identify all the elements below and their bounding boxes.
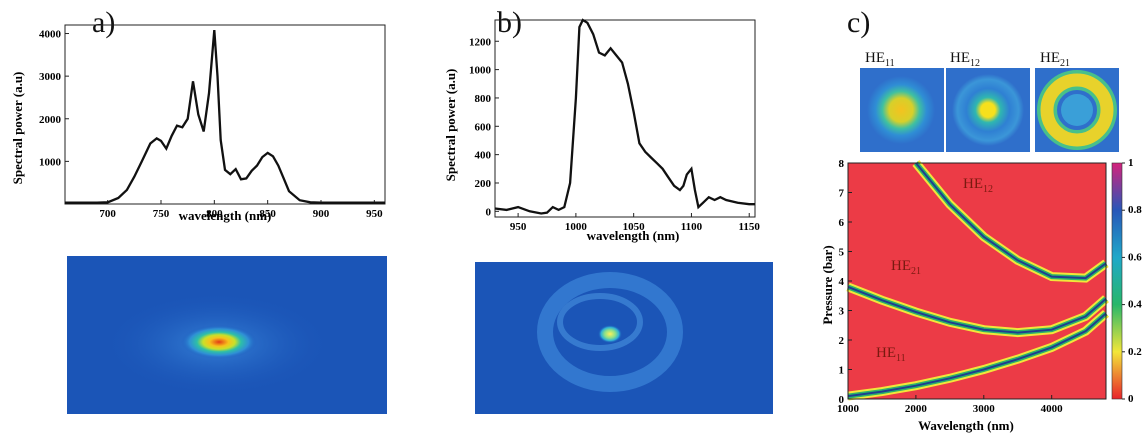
mode-title-he11: HE11 bbox=[865, 50, 895, 69]
map-label-he21: HE21 bbox=[891, 258, 921, 277]
x-tick-label-b: 950 bbox=[510, 221, 527, 233]
spectrum-chart-b: 950 1000 1050 1100 1150 0 200 400 600 800 1000 1200… bbox=[443, 18, 761, 243]
mode-title-he12: HE12 bbox=[950, 50, 980, 69]
y-tick-label-b: 200 bbox=[475, 178, 492, 190]
mode-band-core-HE21 bbox=[847, 285, 1107, 334]
x-axis-title-b: wavelength (nm) bbox=[587, 228, 680, 243]
x-tick-label-b: 1100 bbox=[681, 221, 703, 233]
x-tick-label-a: 850 bbox=[259, 208, 276, 220]
y-tick-label-c: 7 bbox=[839, 188, 845, 200]
x-axis-title-c: Wavelength (nm) bbox=[918, 418, 1014, 433]
y-tick-label-b: 800 bbox=[475, 93, 492, 105]
colorbar-tick-label: 0.4 bbox=[1128, 299, 1142, 311]
x-tick-label-c: 2000 bbox=[905, 403, 928, 415]
colorbar-tick-label: 0.6 bbox=[1128, 251, 1142, 263]
y-axis-title-b: Spectral power (a.u) bbox=[443, 69, 458, 182]
x-tick-label-c: 4000 bbox=[1041, 403, 1064, 415]
colorbar bbox=[1111, 162, 1123, 400]
y-tick-label-b: 1200 bbox=[469, 36, 492, 48]
colorbar-tick-label: 0.2 bbox=[1128, 346, 1142, 358]
beam-profile-a bbox=[67, 256, 387, 414]
spectrum-line-b bbox=[494, 18, 755, 215]
x-tick-label-b: 1150 bbox=[739, 221, 761, 233]
x-tick-label-a: 950 bbox=[366, 208, 383, 220]
mode-band-core-HE11 bbox=[847, 312, 1107, 398]
colorbar-tick-label: 0.8 bbox=[1128, 204, 1142, 216]
panel-label-a: a) bbox=[92, 6, 116, 39]
x-axis-title-a: wavelength (nm) bbox=[179, 208, 272, 223]
y-axis-title-c: Pressure (bar) bbox=[820, 245, 835, 324]
map-label-he11: HE11 bbox=[876, 345, 906, 364]
y-tick-label-b: 600 bbox=[475, 121, 492, 133]
x-tick-label-a: 750 bbox=[153, 208, 170, 220]
y-tick-label-c: 4 bbox=[839, 276, 845, 288]
y-tick-label-a: 1000 bbox=[39, 156, 62, 168]
y-tick-label-c: 1 bbox=[839, 365, 845, 377]
panel-label-b: b) bbox=[497, 6, 522, 39]
beam-profile-b bbox=[475, 262, 773, 414]
mode-image-he21 bbox=[1035, 68, 1119, 152]
x-tick-label-b: 1000 bbox=[565, 221, 588, 233]
y-tick-label-a: 3000 bbox=[39, 71, 62, 83]
mode-image-he12 bbox=[946, 68, 1030, 152]
y-tick-label-a: 4000 bbox=[39, 29, 62, 41]
colorbar-tick-label: 1 bbox=[1128, 157, 1134, 169]
y-tick-label-c: 5 bbox=[839, 247, 845, 259]
x-tick-label-c: 1000 bbox=[837, 403, 860, 415]
y-tick-label-c: 8 bbox=[839, 158, 845, 170]
x-tick-label-a: 700 bbox=[99, 208, 116, 220]
y-tick-label-b: 1000 bbox=[469, 65, 492, 77]
plot-frame-b bbox=[494, 19, 756, 218]
mode-title-he21: HE21 bbox=[1040, 50, 1070, 69]
panel-label-c: c) bbox=[847, 6, 871, 39]
mode-band-core-HE12 bbox=[915, 162, 1107, 280]
spectrum-line-a bbox=[65, 30, 385, 204]
y-axis-title-a: Spectral power (a.u) bbox=[10, 72, 25, 185]
y-tick-label-c: 0 bbox=[839, 394, 845, 406]
y-tick-label-c: 2 bbox=[839, 335, 845, 347]
y-tick-label-c: 3 bbox=[839, 306, 845, 318]
x-tick-label-a: 800 bbox=[206, 208, 223, 220]
dispersion-map-c: 1000 2000 3000 4000 0 1 2 3 4 5 6 7 8 HE12 HE21 HE11… bbox=[820, 157, 1142, 433]
x-tick-label-a: 900 bbox=[313, 208, 330, 220]
y-tick-label-b: 0 bbox=[486, 206, 492, 218]
colorbar-tick-label: 0 bbox=[1128, 393, 1134, 405]
y-tick-label-a: 2000 bbox=[39, 114, 62, 126]
x-tick-label-c: 3000 bbox=[973, 403, 996, 415]
mode-image-he11 bbox=[860, 68, 944, 152]
spectrum-chart-a: 700 750 800 850 900 950 1000 2000 3000 4000 wavel… bbox=[10, 24, 386, 223]
y-tick-label-b: 400 bbox=[475, 150, 492, 162]
y-tick-label-c: 6 bbox=[839, 217, 845, 229]
x-tick-label-b: 1050 bbox=[623, 221, 646, 233]
plot-frame-a bbox=[64, 24, 386, 205]
map-label-he12: HE12 bbox=[963, 176, 993, 195]
